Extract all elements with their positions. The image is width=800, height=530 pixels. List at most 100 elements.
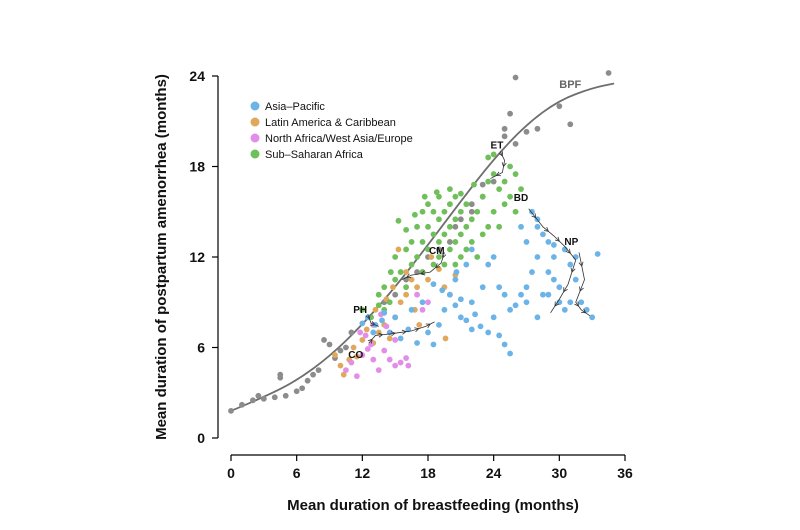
point-asia-pacific: [379, 317, 385, 324]
legend-swatch: [250, 133, 260, 143]
point-other: [326, 341, 333, 348]
point-sub-saharan-africa: [479, 193, 486, 200]
point-asia-pacific: [392, 314, 399, 321]
point-latin-america-caribbean: [340, 371, 347, 378]
point-latin-america-caribbean: [363, 326, 370, 333]
point-other: [534, 125, 541, 132]
point-asia-pacific: [545, 269, 552, 275]
point-asia-pacific: [397, 335, 404, 342]
point-sub-saharan-africa: [496, 223, 503, 230]
legend-label: Latin America & Caribbean: [265, 117, 396, 129]
point-sub-saharan-africa: [436, 254, 442, 260]
point-sub-saharan-africa: [392, 276, 399, 283]
point-other: [479, 181, 486, 188]
point-asia-pacific: [594, 251, 601, 257]
point-other: [392, 291, 399, 298]
point-sub-saharan-africa: [490, 151, 497, 158]
point-sub-saharan-africa: [392, 254, 399, 260]
point-latin-america-caribbean: [372, 306, 379, 313]
point-other: [414, 269, 420, 275]
trajectories: [365, 151, 591, 344]
trajectory-arrow: [420, 270, 426, 276]
point-sub-saharan-africa: [507, 193, 513, 200]
point-north-africa-west-asia-europe: [392, 362, 399, 369]
point-sub-saharan-africa: [452, 216, 459, 223]
x-tick-label: 6: [293, 465, 301, 481]
legend-swatch: [250, 117, 260, 127]
point-sub-saharan-africa: [518, 186, 524, 193]
point-asia-pacific: [550, 254, 557, 260]
point-north-africa-west-asia-europe: [343, 367, 349, 374]
point-latin-america-caribbean: [416, 321, 423, 328]
point-other: [556, 103, 563, 110]
trajectory-arrow: [495, 171, 501, 177]
point-sub-saharan-africa: [474, 254, 481, 260]
legend-swatch: [250, 149, 260, 159]
point-north-africa-west-asia-europe: [386, 356, 393, 363]
point-sub-saharan-africa: [397, 269, 404, 275]
point-asia-pacific: [523, 299, 530, 306]
point-sub-saharan-africa: [501, 201, 508, 208]
point-other: [501, 133, 508, 140]
y-tick-label: 0: [197, 430, 205, 446]
trajectory-arrow: [554, 301, 560, 307]
point-sub-saharan-africa: [463, 201, 470, 208]
point-sub-saharan-africa: [425, 201, 431, 208]
point-north-africa-west-asia-europe: [364, 346, 371, 352]
trajectory-arrow: [579, 286, 584, 292]
point-asia-pacific: [463, 261, 470, 268]
point-north-africa-west-asia-europe: [348, 359, 355, 366]
trajectory-arrow: [405, 273, 412, 279]
point-sub-saharan-africa: [452, 239, 459, 245]
point-asia-pacific: [545, 239, 552, 245]
point-sub-saharan-africa: [433, 189, 440, 196]
point-asia-pacific: [496, 332, 503, 339]
point-other: [310, 371, 316, 378]
x-tick-label: 12: [355, 465, 371, 481]
point-asia-pacific: [518, 223, 524, 230]
trajectory-np: [575, 252, 591, 317]
point-other: [446, 239, 453, 245]
point-other: [512, 140, 519, 147]
point-latin-america-caribbean: [408, 276, 415, 283]
trajectory-arrow: [563, 287, 568, 293]
point-north-africa-west-asia-europe: [368, 341, 374, 348]
trajectory-ph: [367, 314, 379, 327]
point-sub-saharan-africa: [474, 208, 481, 215]
point-sub-saharan-africa: [375, 291, 382, 298]
point-sub-saharan-africa: [457, 190, 464, 197]
point-asia-pacific: [490, 314, 497, 321]
point-sub-saharan-africa: [457, 231, 464, 238]
point-asia-pacific: [441, 306, 448, 313]
annotations: BPF ET BD NP CM PH CO: [348, 79, 581, 361]
point-asia-pacific: [468, 246, 475, 253]
point-sub-saharan-africa: [414, 254, 420, 260]
point-asia-pacific: [529, 208, 535, 215]
point-sub-saharan-africa: [441, 231, 448, 238]
point-asia-pacific: [523, 239, 530, 245]
trajectory-arrow: [574, 301, 579, 307]
point-other: [523, 128, 530, 135]
trajectory-arrow: [565, 248, 571, 254]
annotation-et: ET: [491, 140, 504, 151]
point-asia-pacific: [545, 291, 552, 298]
trajectory-arrow: [435, 263, 441, 269]
point-other: [255, 392, 262, 399]
trajectory-arrow: [414, 327, 420, 333]
point-asia-pacific: [446, 291, 453, 298]
point-other: [260, 395, 267, 402]
point-sub-saharan-africa: [446, 223, 453, 230]
point-latin-america-caribbean: [350, 344, 357, 351]
point-asia-pacific: [561, 306, 568, 313]
point-north-africa-west-asia-europe: [383, 323, 390, 330]
point-other: [605, 70, 612, 76]
point-asia-pacific: [468, 299, 475, 306]
bpf-curve: [230, 82, 615, 412]
trajectory-arrow: [367, 338, 373, 344]
point-asia-pacific: [468, 326, 475, 333]
point-sub-saharan-africa: [408, 261, 415, 268]
point-sub-saharan-africa: [479, 231, 486, 238]
point-asia-pacific: [457, 314, 464, 321]
point-other: [277, 374, 284, 381]
